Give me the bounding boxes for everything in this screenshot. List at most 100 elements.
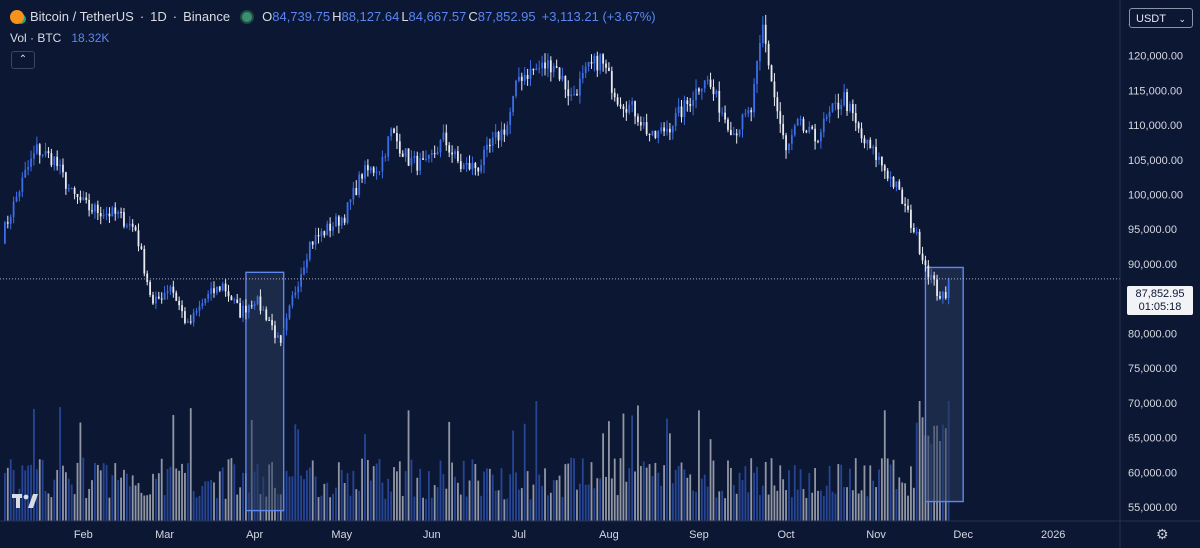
candle-body [96, 204, 99, 213]
volume-bar [297, 429, 300, 521]
volume-bar [407, 410, 410, 521]
volume-bar [912, 487, 915, 521]
volume-bar [454, 476, 456, 521]
candle-body [703, 80, 706, 89]
volume-bar [192, 491, 195, 521]
candle-body [494, 132, 497, 138]
volume-bar [889, 464, 892, 521]
candle-body [512, 96, 514, 112]
candle-body [857, 122, 860, 129]
interval-label[interactable]: 1D [150, 9, 167, 24]
volume-bar [186, 463, 189, 521]
volume-bar [904, 483, 907, 521]
candle-body [944, 291, 947, 299]
candle-body [387, 136, 390, 157]
price-tick-label: 105,000.00 [1128, 155, 1183, 167]
volume-bar [128, 486, 131, 521]
volume-bar [285, 470, 288, 521]
candle-body [520, 76, 523, 81]
candle-body [770, 65, 773, 82]
volume-bar [788, 470, 790, 521]
candle-body [155, 296, 157, 304]
candle-body [425, 158, 427, 160]
candle-body [576, 93, 578, 96]
candle-body [738, 129, 741, 136]
candle-body [622, 106, 625, 110]
candle-body [608, 67, 610, 72]
volume-bar [44, 491, 47, 521]
candle-body [570, 94, 573, 97]
volume-bar [515, 472, 517, 521]
collapse-legend-button[interactable]: ⌃ [11, 51, 35, 69]
candle-body [108, 213, 111, 217]
symbol-name[interactable]: Bitcoin / TetherUS [30, 9, 134, 24]
candle-body [346, 202, 349, 223]
candle-body [207, 293, 210, 299]
volume-bar [448, 421, 451, 521]
tradingview-logo-icon[interactable] [12, 494, 38, 512]
candle-body [70, 188, 73, 190]
volume-bar [663, 465, 665, 521]
volume-bar [834, 493, 837, 521]
candle-body [210, 288, 212, 294]
candle-body [933, 275, 936, 280]
candle-body [279, 335, 282, 343]
candle-body [532, 68, 535, 71]
candle-body [131, 223, 134, 227]
low-value: 84,667.57 [408, 9, 467, 24]
bar-countdown: 01:05:18 [1138, 301, 1182, 313]
volume-bar [721, 490, 724, 521]
exchange-label: Binance [183, 9, 231, 24]
volume-bar [155, 478, 157, 521]
candle-body [523, 75, 526, 81]
volume-bar [651, 475, 654, 521]
candle-body [146, 273, 149, 282]
volume-bar [102, 463, 105, 521]
volume-bar [564, 464, 567, 521]
volume-bar [846, 487, 848, 521]
candle-body [680, 106, 683, 118]
gear-icon[interactable]: ⚙ [1156, 526, 1169, 542]
volume-bar [96, 464, 99, 521]
candle-body [73, 188, 76, 194]
candle-body [907, 205, 909, 210]
candle-body [111, 207, 114, 217]
currency-dropdown[interactable]: USDT ⌄ [1129, 8, 1193, 28]
candle-body [329, 223, 332, 231]
candle-body [918, 231, 921, 254]
candle-body [799, 119, 802, 121]
candle-body [276, 335, 279, 338]
candle-body [840, 105, 843, 110]
volume-bar [33, 408, 35, 521]
candle-body [808, 126, 811, 133]
candle-body [433, 153, 436, 155]
volume-bar [131, 475, 134, 521]
volume-bar [201, 486, 204, 521]
volume-bar [610, 478, 613, 521]
candle-body [285, 318, 288, 331]
volume-bar [802, 489, 805, 521]
chevron-up-icon: ⌃ [18, 54, 28, 65]
candle-body [886, 170, 889, 179]
candle-body [253, 304, 256, 306]
volume-bar [308, 467, 311, 521]
volume-bar [631, 415, 634, 521]
candle-body [349, 199, 352, 203]
candle-body [773, 81, 776, 98]
candle-body [445, 132, 448, 146]
volume-bar [700, 478, 703, 521]
volume-bar [817, 490, 819, 521]
candle-body [869, 139, 872, 149]
volume-bar [134, 485, 137, 521]
volume-bar [169, 466, 172, 521]
candle-body [265, 309, 268, 320]
candle-body [326, 223, 329, 236]
volume-bar [849, 468, 851, 521]
volume-bar [358, 490, 361, 521]
volume-bar [59, 407, 61, 521]
volume-label[interactable]: Vol · BTC [10, 31, 62, 45]
volume-bar [724, 498, 726, 521]
candle-body [747, 110, 750, 114]
